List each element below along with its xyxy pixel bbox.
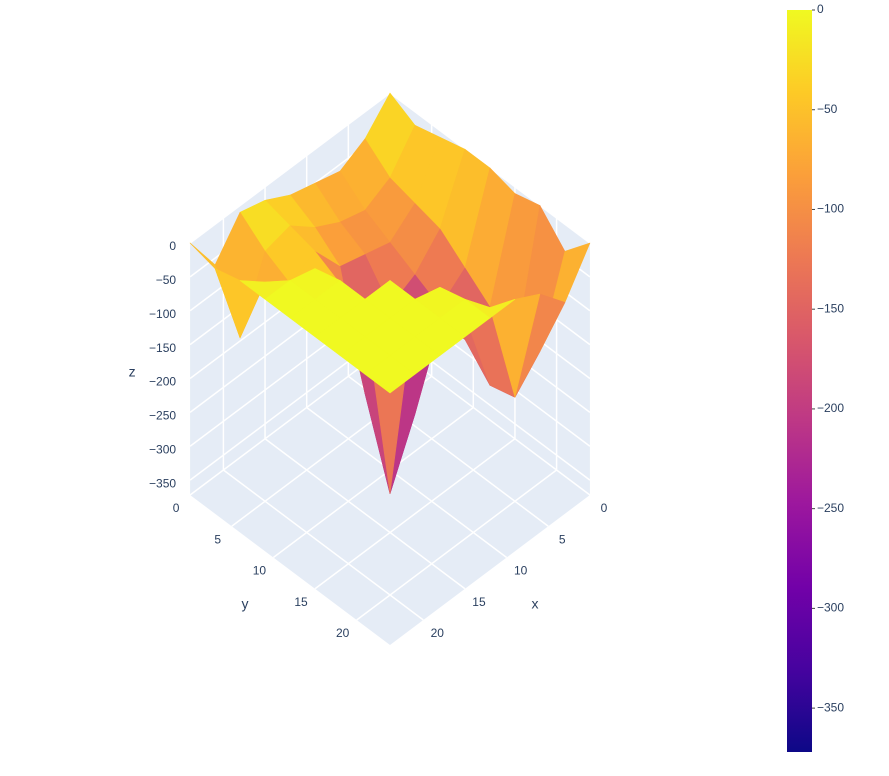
- x-tick-label: 5: [559, 532, 566, 546]
- x-tick-label: 10: [514, 564, 528, 578]
- x-tick-label: 15: [472, 595, 486, 609]
- colorbar-tick-label: 0: [817, 2, 824, 16]
- z-tick-label: −150: [149, 341, 176, 355]
- y-tick-label: 15: [294, 595, 308, 609]
- scene: 0 5 10 15 20 0 5 10 15 20 0 −50 −100 −150 −200 −250 −300…: [129, 92, 608, 645]
- z-tick-label: 0: [169, 239, 176, 253]
- y-axis-title: y: [242, 596, 249, 612]
- z-tick-label: −50: [156, 273, 177, 287]
- grid-line: [189, 344, 391, 496]
- colorbar-tick-label: −100: [817, 202, 844, 216]
- grid-line: [272, 406, 474, 559]
- colorbar: 0 −50 −100 −150 −200 −250 −300 −350: [787, 2, 844, 752]
- y-tick-label: 0: [173, 501, 180, 515]
- z-axis-title: z: [129, 364, 136, 380]
- y-tick-label: 10: [253, 564, 267, 578]
- z-tick-label: −200: [149, 375, 176, 389]
- z-tick-label: −250: [149, 409, 176, 423]
- x-axis-title: x: [531, 596, 538, 612]
- colorbar-tick-label: −150: [817, 301, 844, 315]
- colorbar-tick-label: −50: [817, 102, 838, 116]
- colorbar-tick-label: −200: [817, 401, 844, 415]
- colorbar-scale: [787, 10, 812, 752]
- z-tick-label: −100: [149, 307, 176, 321]
- x-tick-label: 20: [431, 626, 445, 640]
- x-tick-label: 0: [601, 501, 608, 515]
- z-tick-label: −300: [149, 442, 176, 456]
- y-tick-label: 5: [214, 532, 221, 546]
- grid-line: [356, 469, 558, 621]
- colorbar-tick-label: −350: [817, 700, 844, 714]
- surface-patch: [364, 355, 416, 394]
- y-tick-label: 20: [336, 626, 350, 640]
- grid-line: [189, 92, 391, 244]
- z-tick-label: −350: [149, 476, 176, 490]
- colorbar-tick-label: −300: [817, 601, 844, 615]
- colorbar-tick-label: −250: [817, 501, 844, 515]
- grid-line: [314, 438, 516, 590]
